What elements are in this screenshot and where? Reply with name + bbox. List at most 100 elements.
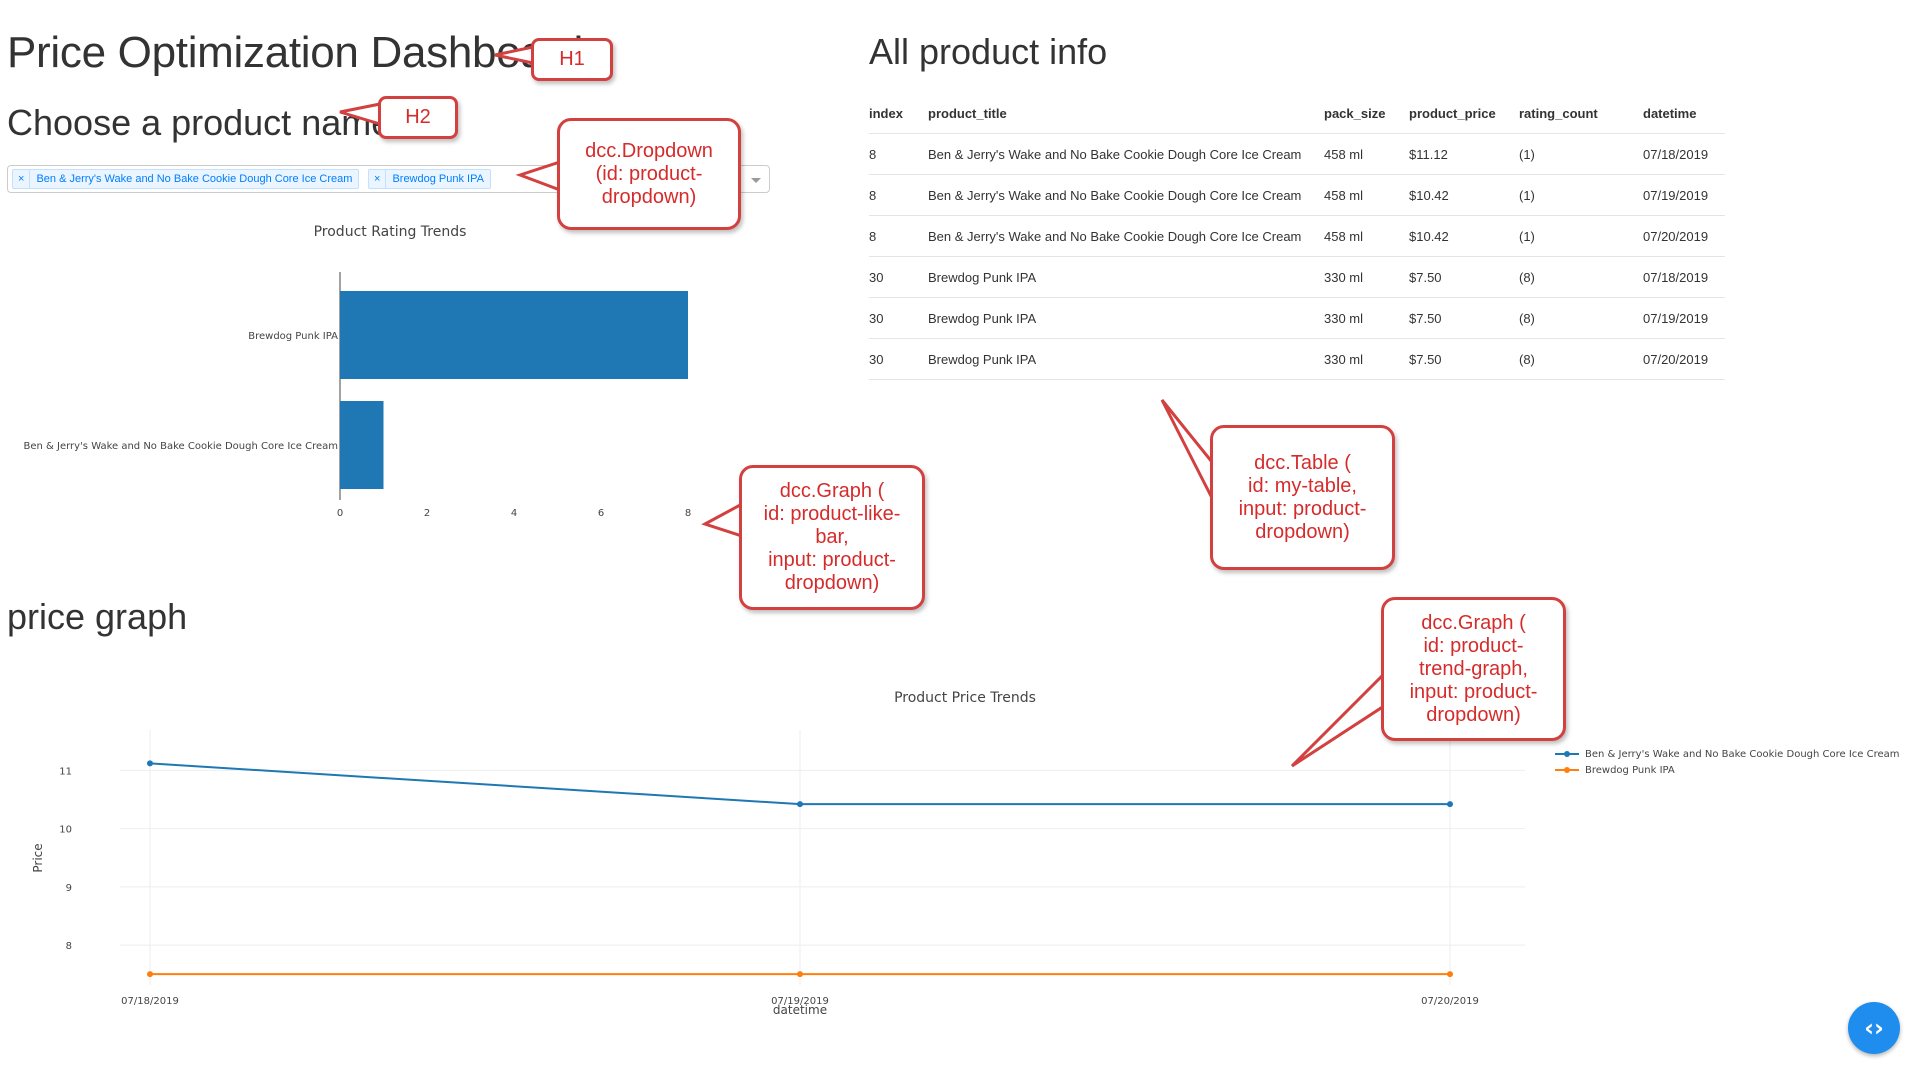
line-y-tick-label: 9 [66,883,72,894]
bar-x-tick-label: 8 [685,508,691,519]
selected-chip-brewdog: × Brewdog Punk IPA [368,169,491,189]
table-row: 8 Ben & Jerry's Wake and No Bake Cookie … [869,174,1725,216]
bar-x-tick-label: 6 [598,508,604,519]
product-rating-bar-chart[interactable]: Product Rating Trends Ben & Jerry's Wake… [0,215,720,525]
table-cell: $7.50 [1409,256,1519,298]
callout-text: dcc.Table ( [1254,451,1351,474]
legend-label[interactable]: Ben & Jerry's Wake and No Bake Cookie Do… [1585,749,1900,760]
callout-text: input: product- [1409,680,1538,703]
callout-text: trend-graph, [1419,657,1528,680]
callout-text: input: product- [768,549,896,571]
code-brackets-icon[interactable]: ‹› [1848,1002,1900,1054]
dropdown-callout: dcc.Dropdown (id: product- dropdown) [557,118,741,230]
callout-text: H1 [559,48,585,70]
table-row: 30 Brewdog Punk IPA 330 ml $7.50 (8) 07/… [869,256,1725,298]
callout-text: (id: product- [595,162,703,185]
callout-text: H2 [405,106,431,128]
table-cell: (1) [1519,215,1643,257]
table-cell: $7.50 [1409,338,1519,380]
table-cell: 8 [869,133,928,175]
bar[interactable] [340,401,384,489]
h1-callout: H1 [531,38,613,81]
table-cell: $10.42 [1409,215,1519,257]
h2-callout: H2 [378,96,458,139]
table-cell: Brewdog Punk IPA [928,256,1324,298]
table-cell: (8) [1519,256,1643,298]
table-cell: $11.12 [1409,133,1519,175]
bar-chart-title: Product Rating Trends [314,224,467,240]
product-select-heading: Choose a product name [7,102,392,143]
table-cell: 30 [869,297,928,339]
table-cell: (1) [1519,133,1643,175]
table-cell: $7.50 [1409,297,1519,339]
table-cell: Brewdog Punk IPA [928,297,1324,339]
table-callout: dcc.Table ( id: my-table, input: product… [1210,425,1395,570]
callout-text: dcc.Dropdown [585,139,713,162]
callout-text: dcc.Graph ( [779,480,885,502]
column-header[interactable]: index [869,93,928,134]
table-header-row: index product_title pack_size product_pr… [869,93,1725,134]
selected-chip-ben-jerrys: × Ben & Jerry's Wake and No Bake Cookie … [12,169,360,189]
table-cell: 330 ml [1324,338,1409,380]
line-point[interactable] [1447,801,1453,808]
line-point[interactable] [1447,971,1453,978]
chevron-down-icon[interactable] [751,178,761,183]
line-x-tick-label: 07/19/2019 [771,996,829,1007]
chip-remove-icon[interactable]: × [369,170,387,188]
line-y-tick-label: 10 [59,825,72,836]
table-cell: 8 [869,215,928,257]
line-y-tick-label: 8 [66,941,72,952]
bar-graph-callout: dcc.Graph ( id: product-like- bar, input… [739,465,925,610]
table-cell: 07/18/2019 [1643,133,1725,175]
line-point[interactable] [797,971,803,978]
legend-swatch-point [1564,751,1570,757]
table-cell: (8) [1519,338,1643,380]
callout-text: id: product- [1423,634,1524,657]
table-cell: Ben & Jerry's Wake and No Bake Cookie Do… [928,133,1324,175]
column-header[interactable]: pack_size [1324,93,1409,134]
table-cell: 8 [869,174,928,216]
table-cell: 07/20/2019 [1643,215,1725,257]
line-x-tick-label: 07/20/2019 [1421,996,1479,1007]
legend-label[interactable]: Brewdog Punk IPA [1585,765,1675,776]
table-cell: 330 ml [1324,297,1409,339]
line-chart-xlabel: datetime [773,1003,827,1017]
legend-swatch-point [1564,767,1570,773]
table-cell: Brewdog Punk IPA [928,338,1324,380]
table-cell: 07/19/2019 [1643,174,1725,216]
callout-text: dropdown) [1255,520,1350,543]
bar-x-tick-label: 4 [511,508,517,519]
callout-text: dropdown) [1426,703,1521,726]
column-header[interactable]: product_price [1409,93,1519,134]
price-graph-heading: price graph [7,596,188,637]
table-row: 30 Brewdog Punk IPA 330 ml $7.50 (8) 07/… [869,297,1725,339]
line-point[interactable] [147,971,153,978]
bar-category-label: Brewdog Punk IPA [248,331,338,342]
table-cell: 07/18/2019 [1643,256,1725,298]
line-point[interactable] [797,801,803,808]
table-cell: $10.42 [1409,174,1519,216]
table-cell: 458 ml [1324,133,1409,175]
column-header[interactable]: product_title [928,93,1324,134]
table-cell: 07/19/2019 [1643,297,1725,339]
table-cell: 458 ml [1324,215,1409,257]
callout-text: id: product-like- [763,503,901,525]
column-header[interactable]: rating_count [1519,93,1643,134]
table-cell: 330 ml [1324,256,1409,298]
table-row: 30 Brewdog Punk IPA 330 ml $7.50 (8) 07/… [869,338,1725,380]
table-cell: 30 [869,338,928,380]
page-title: Price Optimization Dashboard [7,28,584,77]
table-heading: All product info [869,31,1108,72]
product-price-line-chart[interactable]: Product Price Trends datetime Price 8 9 10… [0,680,1920,1020]
line-point[interactable] [147,760,153,767]
chip-remove-icon[interactable]: × [13,170,31,188]
column-header[interactable]: datetime [1643,93,1725,134]
bar[interactable] [340,291,688,379]
table-cell: Ben & Jerry's Wake and No Bake Cookie Do… [928,174,1324,216]
bar-x-tick-label: 0 [337,508,343,519]
line-chart-ylabel: Price [31,843,45,872]
table-cell: (8) [1519,297,1643,339]
line-graph-callout: dcc.Graph ( id: product- trend-graph, in… [1381,597,1566,741]
table-row: 8 Ben & Jerry's Wake and No Bake Cookie … [869,133,1725,175]
chip-label: Brewdog Punk IPA [392,173,484,185]
